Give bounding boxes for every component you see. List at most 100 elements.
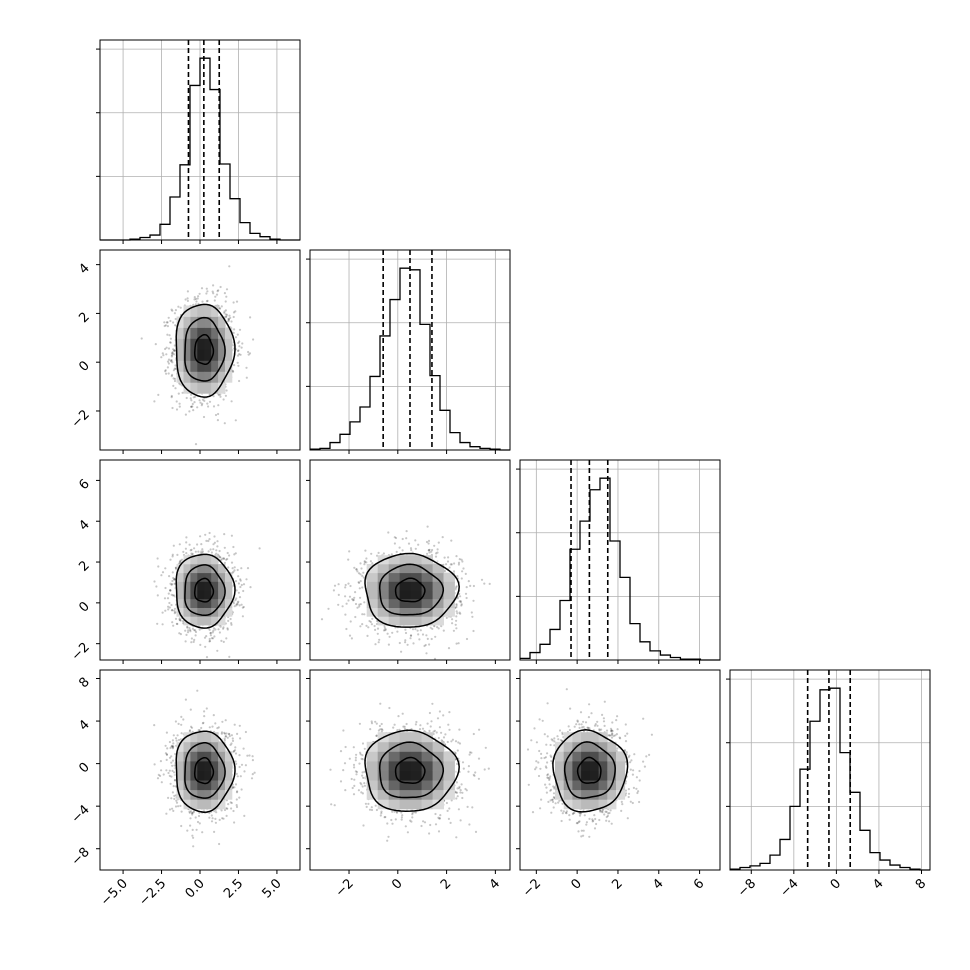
histogram-step-0 bbox=[100, 57, 300, 241]
scatter-point bbox=[226, 628, 229, 631]
scatter-point bbox=[223, 422, 226, 425]
scatter-point bbox=[224, 315, 228, 318]
scatter-point bbox=[387, 643, 390, 646]
scatter-point bbox=[167, 372, 170, 375]
scatter-point bbox=[351, 598, 354, 601]
scatter-point bbox=[456, 575, 459, 578]
scatter-point bbox=[212, 284, 215, 287]
scatter-point bbox=[193, 638, 196, 642]
scatter-point bbox=[405, 537, 408, 540]
scatter-point bbox=[455, 627, 458, 630]
density-cell bbox=[204, 555, 212, 565]
density-cell bbox=[197, 590, 205, 600]
scatter-point bbox=[218, 631, 221, 634]
scatter-point bbox=[173, 578, 176, 581]
scatter-point bbox=[426, 525, 429, 528]
scatter-point bbox=[174, 617, 178, 621]
scatter-point bbox=[362, 571, 365, 574]
scatter-point bbox=[230, 400, 233, 403]
scatter-point bbox=[464, 592, 468, 595]
scatter-point bbox=[455, 610, 458, 613]
scatter-point bbox=[428, 643, 431, 646]
scatter-point bbox=[393, 542, 396, 545]
scatter-point bbox=[436, 626, 439, 629]
scatter-point bbox=[198, 399, 201, 402]
scatter-point bbox=[227, 318, 230, 321]
scatter-point bbox=[172, 369, 175, 372]
scatter-point bbox=[224, 313, 227, 316]
scatter-point bbox=[190, 552, 193, 555]
scatter-point bbox=[186, 290, 189, 293]
scatter-point bbox=[216, 419, 219, 422]
scatter-point bbox=[354, 615, 357, 619]
scatter-point bbox=[219, 395, 222, 398]
scatter-point bbox=[227, 318, 230, 321]
scatter-point bbox=[354, 591, 357, 594]
scatter-point bbox=[178, 382, 181, 385]
scatter-point bbox=[409, 634, 413, 637]
scatter-point bbox=[426, 552, 429, 555]
scatter-point bbox=[406, 643, 409, 646]
scatter-point bbox=[232, 311, 236, 314]
scatter-point bbox=[359, 596, 362, 599]
scatter-point bbox=[404, 641, 407, 644]
density-cell bbox=[190, 327, 198, 339]
scatter-point bbox=[184, 629, 187, 632]
scatter-point bbox=[182, 550, 185, 554]
scatter-point bbox=[170, 396, 173, 399]
scatter-point bbox=[203, 399, 206, 402]
density-cell bbox=[204, 598, 212, 608]
scatter-point bbox=[345, 602, 348, 605]
scatter-point bbox=[455, 555, 458, 558]
scatter-point bbox=[185, 541, 188, 544]
scatter-point bbox=[164, 369, 167, 372]
scatter-point bbox=[407, 542, 411, 545]
scatter-point bbox=[249, 586, 252, 589]
scatter-point bbox=[459, 595, 462, 598]
scatter-point bbox=[460, 577, 463, 580]
scatter-point bbox=[171, 594, 175, 597]
scatter-point bbox=[396, 630, 399, 633]
scatter-point bbox=[453, 562, 456, 565]
scatter-point bbox=[238, 596, 242, 599]
density-cell bbox=[225, 590, 233, 600]
scatter-point bbox=[241, 615, 244, 618]
scatter-point bbox=[258, 547, 261, 550]
scatter-point bbox=[225, 295, 228, 298]
scatter-point bbox=[223, 311, 226, 314]
scatter-point bbox=[213, 535, 216, 538]
scatter-point bbox=[236, 333, 239, 336]
scatter-point bbox=[371, 617, 374, 620]
scatter-point bbox=[409, 637, 412, 640]
scatter-point bbox=[154, 343, 157, 346]
scatter-point bbox=[213, 299, 216, 302]
scatter-point bbox=[172, 624, 175, 627]
scatter-point bbox=[349, 584, 352, 588]
scatter-point bbox=[363, 561, 366, 564]
scatter-point bbox=[472, 584, 475, 588]
scatter-point bbox=[170, 583, 173, 586]
scatter-point bbox=[188, 410, 191, 413]
scatter-point bbox=[194, 629, 197, 632]
scatter-point bbox=[247, 353, 250, 356]
scatter-point bbox=[240, 603, 243, 606]
scatter-point bbox=[162, 354, 165, 357]
scatter-point bbox=[178, 543, 181, 546]
scatter-point bbox=[387, 531, 390, 534]
scatter-point bbox=[390, 553, 393, 556]
scatter-point bbox=[171, 351, 174, 354]
scatter-point bbox=[169, 589, 172, 592]
scatter-point bbox=[227, 320, 230, 323]
scatter-point bbox=[164, 586, 167, 590]
density-cell bbox=[197, 382, 205, 394]
scatter-point bbox=[458, 611, 461, 614]
scatter-point bbox=[353, 566, 356, 569]
scatter-point bbox=[172, 377, 175, 380]
scatter-point bbox=[168, 601, 171, 605]
scatter-point bbox=[165, 353, 168, 356]
scatter-point bbox=[252, 338, 255, 341]
scatter-point bbox=[348, 634, 352, 637]
scatter-point bbox=[185, 396, 188, 400]
scatter-point bbox=[228, 265, 231, 268]
scatter-point bbox=[166, 325, 169, 328]
